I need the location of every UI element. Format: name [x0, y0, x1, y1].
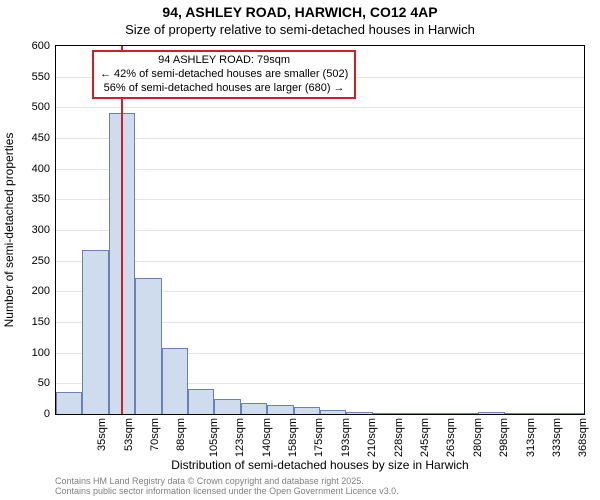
gridline	[56, 138, 584, 139]
histogram-bar	[294, 407, 320, 414]
histogram-bar	[478, 412, 504, 414]
chart-subtitle: Size of property relative to semi-detach…	[0, 22, 600, 37]
histogram-bar	[373, 413, 399, 414]
histogram-bar	[426, 413, 452, 414]
x-tick-label: 158sqm	[287, 418, 299, 457]
x-tick-label: 105sqm	[208, 418, 220, 457]
x-tick-label: 53sqm	[123, 418, 135, 451]
x-tick-label: 333sqm	[551, 418, 563, 457]
y-tick-label: 200	[32, 285, 56, 297]
histogram-bar	[558, 413, 584, 414]
highlight-line	[121, 46, 123, 414]
callout-line-3: 56% of semi-detached houses are larger (…	[100, 82, 348, 96]
x-tick-label: 313sqm	[525, 418, 537, 457]
x-tick-label: 175sqm	[314, 418, 326, 457]
gridline	[56, 169, 584, 170]
callout-line-2: ← 42% of semi-detached houses are smalle…	[100, 68, 348, 82]
chart-title: 94, ASHLEY ROAD, HARWICH, CO12 4AP	[0, 4, 600, 20]
chart-container: 94, ASHLEY ROAD, HARWICH, CO12 4AP Size …	[0, 0, 600, 500]
y-tick-label: 550	[32, 71, 56, 83]
histogram-bar	[320, 410, 346, 414]
x-tick-label: 245sqm	[419, 418, 431, 457]
y-tick-label: 250	[32, 255, 56, 267]
x-tick-label: 210sqm	[366, 418, 378, 457]
x-tick-label: 368sqm	[578, 418, 590, 457]
x-axis-label: Distribution of semi-detached houses by …	[55, 458, 585, 472]
credits-line-2: Contains public sector information licen…	[55, 486, 399, 496]
x-tick-label: 140sqm	[261, 418, 273, 457]
x-tick-label: 280sqm	[472, 418, 484, 457]
histogram-bar	[241, 403, 267, 414]
x-tick-label: 35sqm	[96, 418, 108, 451]
plot-area: 05010015020025030035040045050055060035sq…	[55, 45, 585, 415]
histogram-bar	[267, 405, 293, 414]
histogram-bar	[399, 413, 425, 414]
histogram-bar	[531, 413, 557, 414]
histogram-bar	[505, 413, 531, 414]
x-tick-label: 298sqm	[498, 418, 510, 457]
y-tick-label: 350	[32, 193, 56, 205]
y-tick-label: 600	[32, 40, 56, 52]
x-tick-label: 228sqm	[393, 418, 405, 457]
histogram-bar	[56, 392, 82, 414]
y-tick-label: 500	[32, 101, 56, 113]
y-tick-label: 0	[44, 408, 56, 420]
y-tick-label: 450	[32, 132, 56, 144]
credits-line-1: Contains HM Land Registry data © Crown c…	[55, 476, 399, 486]
gridline	[56, 107, 584, 108]
y-tick-label: 400	[32, 163, 56, 175]
histogram-bar	[162, 348, 188, 414]
histogram-bar	[188, 389, 214, 414]
x-tick-label: 70sqm	[149, 418, 161, 451]
x-tick-label: 123sqm	[234, 418, 246, 457]
y-tick-label: 150	[32, 316, 56, 328]
gridline	[56, 199, 584, 200]
credits-text: Contains HM Land Registry data © Crown c…	[55, 476, 399, 497]
histogram-bar	[346, 412, 372, 414]
highlight-callout: 94 ASHLEY ROAD: 79sqm ← 42% of semi-deta…	[92, 50, 356, 99]
y-axis-label: Number of semi-detached properties	[2, 133, 16, 328]
histogram-bar	[82, 250, 108, 414]
callout-line-1: 94 ASHLEY ROAD: 79sqm	[100, 54, 348, 68]
histogram-bar	[214, 399, 240, 414]
gridline	[56, 261, 584, 262]
histogram-bar	[135, 278, 161, 414]
gridline	[56, 230, 584, 231]
histogram-bar	[452, 413, 478, 414]
x-tick-label: 263sqm	[446, 418, 458, 457]
y-tick-label: 100	[32, 347, 56, 359]
y-tick-label: 300	[32, 224, 56, 236]
x-tick-label: 193sqm	[340, 418, 352, 457]
y-tick-label: 50	[38, 377, 56, 389]
x-tick-label: 88sqm	[175, 418, 187, 451]
